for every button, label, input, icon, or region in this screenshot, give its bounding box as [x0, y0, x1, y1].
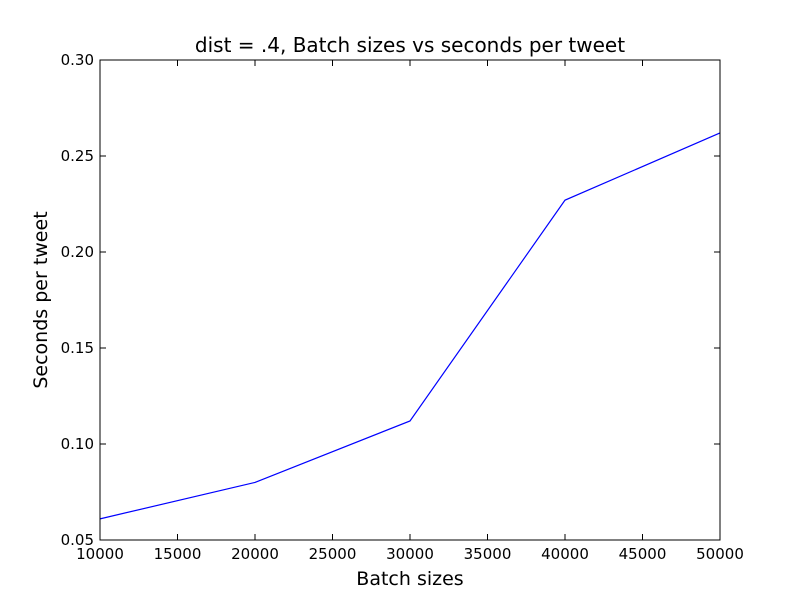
x-tick-label: 10000	[76, 545, 124, 563]
x-tick-label: 50000	[696, 545, 744, 563]
series-line-0	[99, 132, 721, 520]
x-axis-title: Batch sizes	[356, 568, 463, 590]
x-tick-label: 35000	[464, 545, 512, 563]
x-tick-label: 15000	[154, 545, 202, 563]
y-tick-label: 0.20	[61, 243, 94, 261]
x-tick-label: 40000	[541, 545, 589, 563]
x-tick-label: 45000	[619, 545, 667, 563]
y-axis-title: Seconds per tweet	[30, 211, 52, 388]
y-tick-label: 0.05	[61, 531, 94, 549]
axes-frame	[99, 59, 721, 541]
x-tick-label: 20000	[231, 545, 279, 563]
x-tick-label: 25000	[309, 545, 357, 563]
chart-title: dist = .4, Batch sizes vs seconds per tw…	[195, 33, 625, 57]
y-tick-label: 0.30	[61, 51, 94, 69]
y-tick-label: 0.25	[61, 147, 94, 165]
y-tick-label: 0.15	[61, 339, 94, 357]
plot-area: 10000 15000 20000 25000 30000 35000 40000 45000…	[61, 51, 744, 563]
x-tick-label: 30000	[386, 545, 434, 563]
y-tick-label: 0.10	[61, 435, 94, 453]
